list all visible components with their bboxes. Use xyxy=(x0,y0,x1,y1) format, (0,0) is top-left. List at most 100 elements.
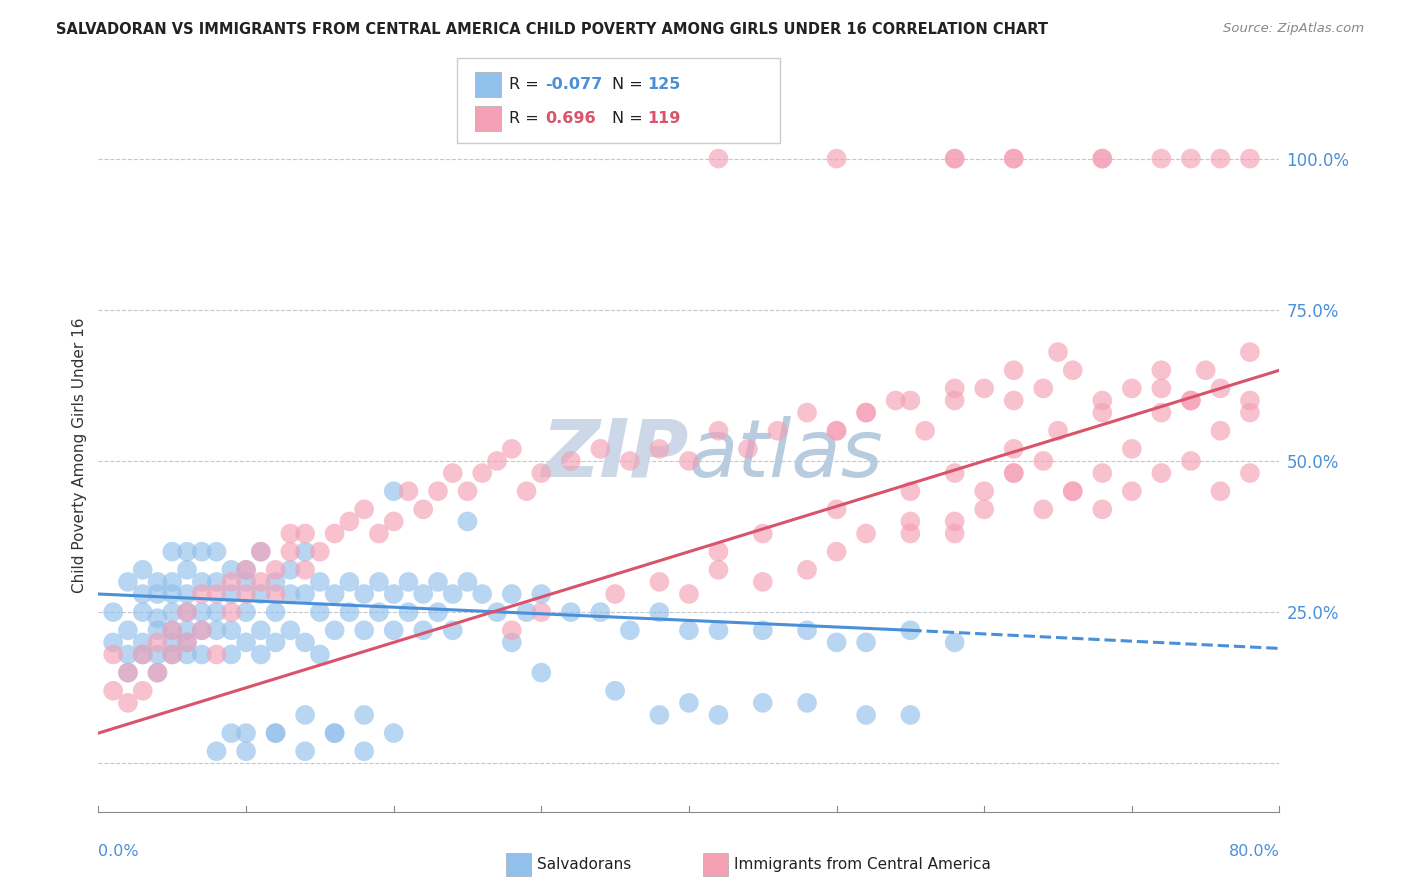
Point xyxy=(678,454,700,468)
Point xyxy=(1091,406,1114,420)
Point xyxy=(751,574,773,589)
Point xyxy=(219,587,242,601)
Point xyxy=(943,152,966,166)
Text: 80.0%: 80.0% xyxy=(1229,845,1279,859)
Point xyxy=(368,574,391,589)
Point xyxy=(353,744,375,758)
Point xyxy=(309,544,332,558)
Point xyxy=(146,665,169,680)
Point xyxy=(501,635,523,649)
Point xyxy=(1032,502,1054,516)
Point xyxy=(560,605,582,619)
Point xyxy=(146,574,169,589)
Point xyxy=(162,574,183,589)
Point xyxy=(530,466,553,480)
Point xyxy=(943,393,966,408)
Point xyxy=(264,726,287,740)
Point xyxy=(825,152,848,166)
Point xyxy=(1002,442,1025,456)
Point xyxy=(219,563,242,577)
Point xyxy=(117,574,139,589)
Point xyxy=(1239,152,1261,166)
Point xyxy=(560,454,582,468)
Point xyxy=(796,406,818,420)
Point xyxy=(486,454,509,468)
Point xyxy=(1150,152,1173,166)
Point xyxy=(264,605,287,619)
Point xyxy=(619,624,641,638)
Point xyxy=(219,648,242,662)
Point xyxy=(943,526,966,541)
Point xyxy=(339,605,360,619)
Point xyxy=(943,515,966,529)
Point xyxy=(825,502,848,516)
Text: ZIP: ZIP xyxy=(541,416,689,494)
Point xyxy=(117,665,139,680)
Text: Salvadorans: Salvadorans xyxy=(537,857,631,871)
Point xyxy=(648,708,671,723)
Point xyxy=(441,587,464,601)
Point xyxy=(278,544,302,558)
Point xyxy=(900,484,922,499)
Point xyxy=(339,574,360,589)
Point xyxy=(264,726,287,740)
Point xyxy=(1239,466,1261,480)
Text: 119: 119 xyxy=(647,111,681,126)
Point xyxy=(648,442,671,456)
Point xyxy=(382,726,405,740)
Point xyxy=(191,624,214,638)
Point xyxy=(1002,466,1025,480)
Point xyxy=(1091,152,1114,166)
Point xyxy=(191,544,214,558)
Point xyxy=(103,648,125,662)
Point xyxy=(471,587,494,601)
Point xyxy=(353,624,375,638)
Point xyxy=(751,624,773,638)
Point xyxy=(855,406,877,420)
Point xyxy=(737,442,759,456)
Point xyxy=(146,624,169,638)
Point xyxy=(1091,152,1114,166)
Point xyxy=(235,563,257,577)
Point xyxy=(132,587,155,601)
Point xyxy=(530,587,553,601)
Point xyxy=(205,648,228,662)
Point xyxy=(146,635,169,649)
Point xyxy=(117,624,139,638)
Point xyxy=(441,466,464,480)
Point xyxy=(382,515,405,529)
Point xyxy=(205,587,228,601)
Y-axis label: Child Poverty Among Girls Under 16: Child Poverty Among Girls Under 16 xyxy=(72,318,87,592)
Point xyxy=(486,605,509,619)
Point xyxy=(176,624,198,638)
Point xyxy=(309,648,332,662)
Point xyxy=(132,635,155,649)
Point xyxy=(382,587,405,601)
Point xyxy=(943,381,966,395)
Point xyxy=(205,744,228,758)
Point xyxy=(1209,484,1232,499)
Point xyxy=(456,515,478,529)
Point xyxy=(176,605,198,619)
Point xyxy=(162,648,183,662)
Point xyxy=(1002,152,1025,166)
Point xyxy=(162,635,183,649)
Point xyxy=(162,624,183,638)
Point xyxy=(235,635,257,649)
Text: 125: 125 xyxy=(647,77,681,92)
Point xyxy=(191,605,214,619)
Point xyxy=(278,563,302,577)
Point xyxy=(162,587,183,601)
Point xyxy=(176,635,198,649)
Point xyxy=(751,526,773,541)
Text: N =: N = xyxy=(612,111,648,126)
Point xyxy=(707,563,730,577)
Point xyxy=(219,624,242,638)
Point xyxy=(368,526,391,541)
Point xyxy=(294,744,316,758)
Point xyxy=(648,605,671,619)
Point xyxy=(235,726,257,740)
Point xyxy=(396,484,419,499)
Point xyxy=(132,605,155,619)
Point xyxy=(264,587,287,601)
